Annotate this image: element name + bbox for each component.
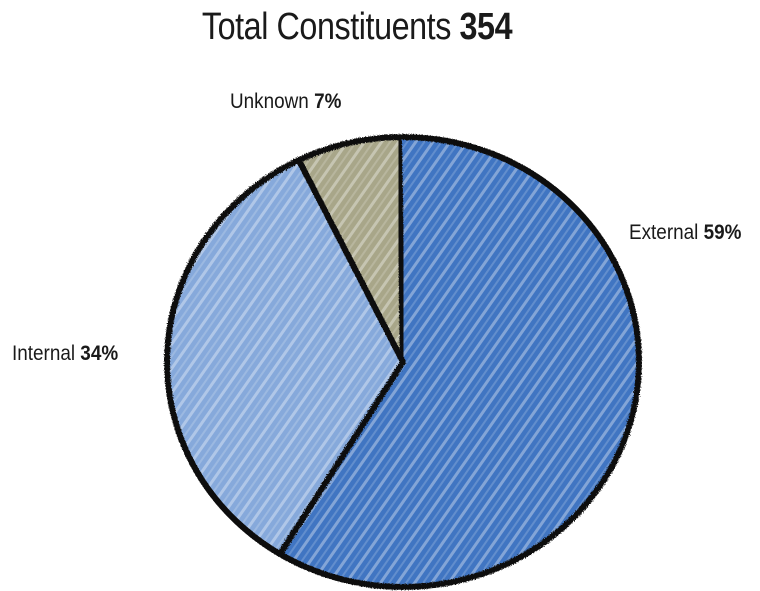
slice-label-external-percent: 59% (703, 221, 742, 244)
pie-divider-internal (277, 359, 406, 557)
slice-label-unknown: Unknown 7% (230, 90, 341, 114)
slice-label-internal-name: Internal (12, 342, 76, 365)
chart-title: Total Constituents 354 (0, 6, 714, 49)
slice-label-unknown-percent: 7% (314, 90, 342, 113)
slice-label-internal: Internal 34% (12, 342, 118, 366)
pie-slice-external-texture (280, 136, 639, 587)
slice-label-internal-percent: 34% (80, 342, 119, 365)
pie-divider-external (395, 134, 406, 365)
chart-title-total: 354 (459, 6, 513, 48)
pie-divider-unknown (295, 157, 406, 365)
pie-slice-internal-texture (167, 160, 403, 554)
slice-label-external: External 59% (629, 221, 741, 245)
pie-outer-ring (164, 134, 642, 590)
slice-label-external-name: External (629, 221, 699, 244)
pie-outline (164, 134, 642, 590)
chart-title-text: Total Constituents (201, 6, 452, 48)
slice-label-unknown-name: Unknown (230, 90, 309, 113)
